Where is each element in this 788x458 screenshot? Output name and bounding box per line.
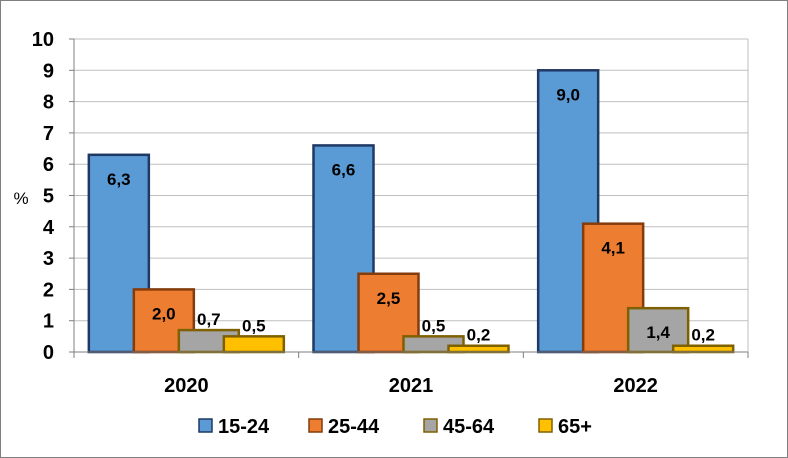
y-tick-label: 10 <box>32 29 54 51</box>
x-category-label: 2021 <box>389 375 434 397</box>
data-label-45-64-2021: 0,5 <box>422 316 446 335</box>
legend-swatch-25-44 <box>308 418 323 433</box>
x-category-label: 2022 <box>613 375 658 397</box>
bar-65+-2022 <box>671 344 735 354</box>
data-label-25-44-2020: 2,0 <box>152 304 176 323</box>
bar-65+-2021 <box>447 344 510 354</box>
bar-25-44-2022 <box>581 222 645 354</box>
y-tick-labels: 0 1 2 3 4 5 6 7 8 9 10 <box>32 29 55 364</box>
x-category-labels: 2020 2021 2022 <box>164 375 658 397</box>
legend-label: 45-64 <box>443 416 495 438</box>
y-tick-label: 5 <box>43 186 54 208</box>
data-label-15-24-2022: 9,0 <box>556 85 580 104</box>
data-label-25-44-2022: 4,1 <box>601 239 625 258</box>
legend-swatch-45-64 <box>423 418 438 433</box>
y-tick-label: 4 <box>43 217 55 239</box>
y-tick-label: 2 <box>43 279 54 301</box>
y-tick-label: 7 <box>43 123 54 145</box>
x-category-label: 2020 <box>164 375 209 397</box>
data-label-65+-2022: 0,2 <box>691 326 715 345</box>
data-label-15-24-2021: 6,6 <box>332 160 356 179</box>
legend-label: 65+ <box>558 416 592 438</box>
y-tick-label: 1 <box>43 311 54 333</box>
data-label-45-64-2020: 0,7 <box>197 310 221 329</box>
axes <box>69 38 749 358</box>
data-label-45-64-2022: 1,4 <box>646 323 670 342</box>
bar-65+-2020 <box>222 335 286 354</box>
data-labels: 6,3 2,0 0,7 0,5 6,6 2,5 0,5 0,2 9,0 4,1 1,4 0,2 <box>107 85 715 344</box>
y-tick-label: 8 <box>43 92 54 114</box>
bar-25-44-2020 <box>132 288 196 354</box>
data-label-15-24-2020: 6,3 <box>107 170 131 189</box>
y-tick-label: 9 <box>43 60 54 82</box>
legend: 15-24 25-44 45-64 65+ <box>198 416 592 438</box>
y-axis-label: % <box>13 189 28 208</box>
legend-swatch-15-24 <box>198 418 213 433</box>
legend-label: 25-44 <box>328 416 380 438</box>
data-label-65+-2020: 0,5 <box>242 316 266 335</box>
y-tick-label: 0 <box>43 342 54 364</box>
data-label-25-44-2021: 2,5 <box>377 289 401 308</box>
y-tick-label: 6 <box>43 154 54 176</box>
y-tick-label: 3 <box>43 248 54 270</box>
legend-label: 15-24 <box>218 416 270 438</box>
bars <box>87 69 735 354</box>
legend-swatch-65+ <box>538 418 553 433</box>
data-label-65+-2021: 0,2 <box>467 326 491 345</box>
